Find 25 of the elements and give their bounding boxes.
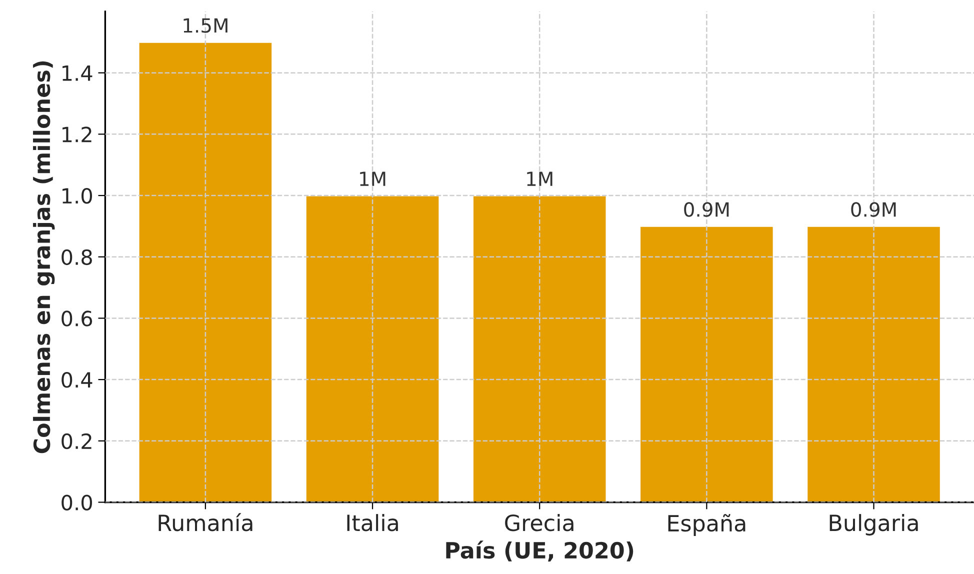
y-tick-label: 1.0 <box>62 188 92 204</box>
y-tick-label: 0.4 <box>62 372 92 388</box>
y-axis-title: Colmenas en granjas (millones) <box>33 61 55 454</box>
data-label: 1M <box>360 172 386 186</box>
bar <box>639 225 774 502</box>
y-tick-label: 0.8 <box>62 249 92 266</box>
x-tick-label: Italia <box>347 514 398 532</box>
x-axis-title: País (UE, 2020) <box>446 540 634 562</box>
y-tick-label: 1.4 <box>62 66 92 81</box>
x-tick-label: Grecia <box>505 514 574 532</box>
y-tick-label: 0.2 <box>62 433 92 450</box>
bar <box>472 194 608 502</box>
y-tick-label: 0.0 <box>62 494 92 510</box>
data-label: 1M <box>527 172 552 186</box>
x-tick-label: España <box>668 514 746 536</box>
bar <box>304 194 440 502</box>
data-label: 0.9M <box>684 202 729 217</box>
data-label: 0.9M <box>851 202 896 217</box>
y-tick-label: 0.6 <box>62 310 92 326</box>
data-label: 1.5M <box>184 18 228 33</box>
bar <box>138 41 273 502</box>
x-tick-label: Rumanía <box>158 513 252 532</box>
x-tick-label: Bulgaria <box>830 514 918 536</box>
y-tick-label: 1.2 <box>62 126 92 142</box>
bar <box>806 225 942 502</box>
